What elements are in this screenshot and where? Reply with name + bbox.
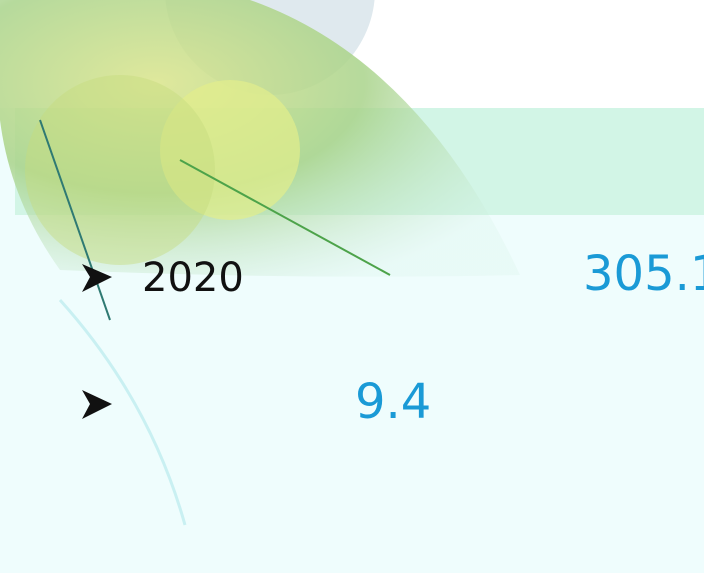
bullet-value: 9.4 [355, 378, 431, 426]
slide: 2020 305.1 9.4 (() => { const data = JSO… [0, 0, 704, 573]
leaf-shadow [60, 300, 185, 525]
bullet-label: 2020 [142, 258, 244, 298]
circle [25, 75, 215, 265]
bullet-arrow [82, 390, 112, 419]
bullet-value: 305.1 [583, 250, 704, 298]
